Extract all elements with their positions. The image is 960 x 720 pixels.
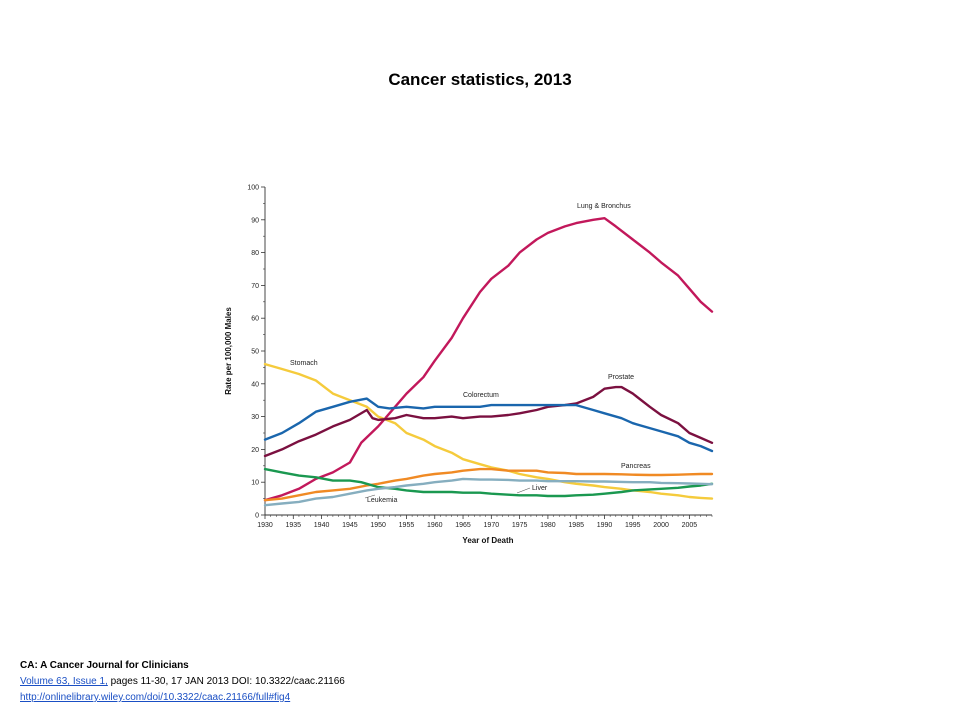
series-line-lung-bronchus: [263, 217, 714, 502]
y-tick-label: 90: [251, 217, 259, 224]
label-lung-bronchus: Lung & Bronchus: [577, 203, 631, 210]
volume-link[interactable]: Volume 63, Issue 1,: [20, 676, 108, 687]
y-tick-label: 70: [251, 283, 259, 290]
label-leukemia: Leukemia: [367, 497, 397, 504]
label-colorectum: Colorectum: [463, 392, 499, 399]
x-tick-label: 1950: [370, 522, 386, 529]
series-labels: Lung & Bronchus Stomach Prostate Colorec…: [290, 203, 651, 504]
series-lines: [263, 217, 714, 507]
y-ticks: 0 10 20 30 40 50 60 70 80 90 100: [247, 185, 265, 520]
y-tick-label: 80: [251, 250, 259, 257]
journal-name: CA: A Cancer Journal for Clinicians: [20, 660, 189, 671]
x-tick-label: 1930: [257, 522, 273, 529]
citation-line: Volume 63, Issue 1, pages 11-30, 17 JAN …: [20, 674, 345, 690]
x-tick-label: 1975: [512, 522, 528, 529]
source-citation: CA: A Cancer Journal for Clinicians Volu…: [20, 658, 345, 706]
article-url-link[interactable]: http://onlinelibrary.wiley.com/doi/10.33…: [20, 692, 291, 703]
label-prostate: Prostate: [608, 374, 634, 381]
x-tick-label: 1985: [568, 522, 584, 529]
y-tick-label: 50: [251, 349, 259, 356]
x-tick-label: 1995: [625, 522, 641, 529]
x-tick-label: 1940: [314, 522, 330, 529]
label-pancreas: Pancreas: [621, 463, 651, 470]
x-tick-label: 1960: [427, 522, 443, 529]
x-tick-label: 1990: [597, 522, 613, 529]
label-stomach: Stomach: [290, 360, 318, 367]
y-tick-label: 40: [251, 381, 259, 388]
liver-pointer: [516, 487, 531, 494]
slide-title: Cancer statistics, 2013: [388, 70, 572, 89]
y-tick-label: 30: [251, 414, 259, 421]
series-line-leukemia: [263, 477, 714, 507]
series-line-pancreas: [263, 467, 714, 502]
y-axis-title: Rate per 100,000 Males: [224, 307, 233, 395]
y-tick-label: 100: [247, 185, 259, 192]
x-tick-label: 2005: [682, 522, 698, 529]
label-liver: Liver: [532, 485, 548, 492]
x-tick-label: 1945: [342, 522, 358, 529]
x-tick-label: 1980: [540, 522, 556, 529]
leukemia-pointer: [364, 494, 376, 499]
y-tick-label: 60: [251, 316, 259, 323]
y-tick-label: 20: [251, 447, 259, 454]
x-tick-label: 1955: [399, 522, 415, 529]
series-line-liver: [263, 467, 714, 498]
y-tick-label: 10: [251, 480, 259, 487]
x-tick-label: 1935: [286, 522, 302, 529]
series-line-prostate: [263, 385, 714, 458]
series-line-colorectum: [263, 397, 714, 453]
y-tick-label: 0: [255, 513, 259, 520]
x-ticks: 1930 1935 1940 1945 1950 1955 1960 1965 1970 1975…: [257, 515, 713, 529]
x-tick-label: 1965: [455, 522, 471, 529]
x-tick-label: 1970: [484, 522, 500, 529]
citation-text: pages 11-30, 17 JAN 2013 DOI: 10.3322/ca…: [107, 676, 345, 687]
x-tick-label: 2000: [653, 522, 669, 529]
x-axis-title: Year of Death: [462, 536, 513, 545]
